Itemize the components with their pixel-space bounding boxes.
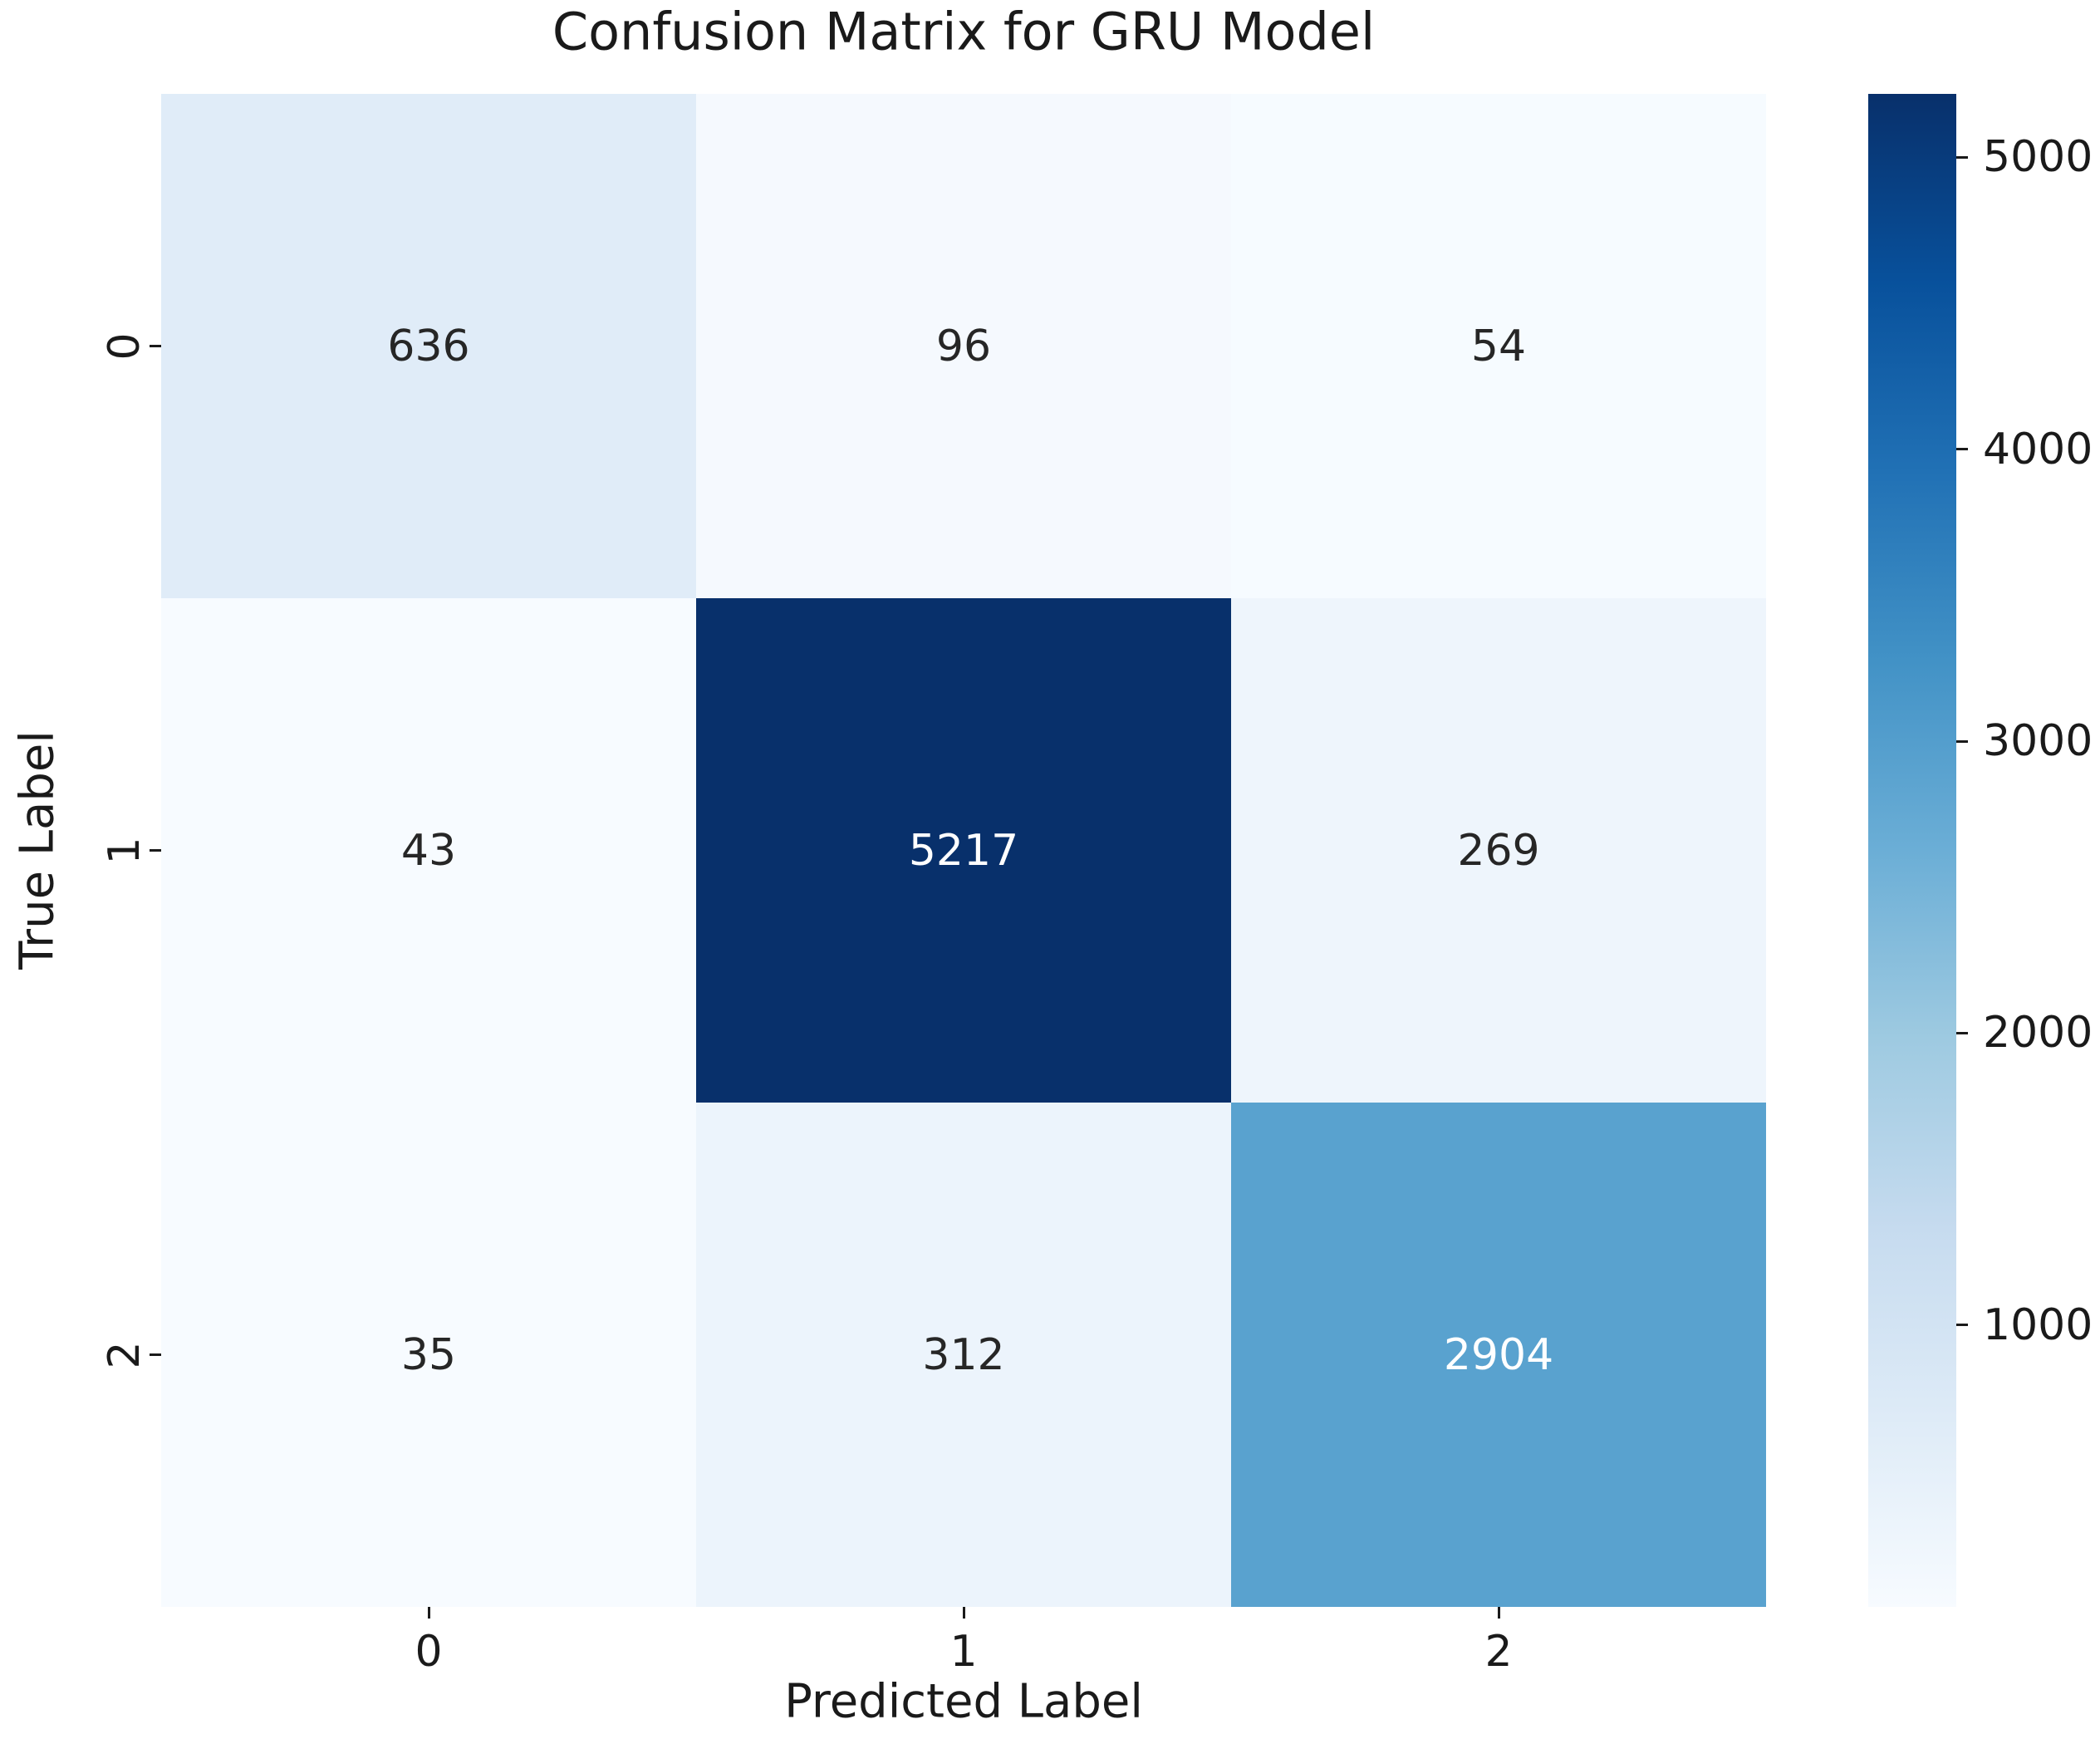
colorbar-tick-label: 1000: [1983, 1299, 2093, 1350]
cell-value: 35: [400, 1329, 457, 1380]
colorbar-tick-mark: [1956, 155, 1968, 159]
x-tick-label: 1: [949, 1627, 978, 1677]
matrix-cell-r2c1: 312: [696, 1103, 1231, 1607]
cell-value: 96: [935, 321, 992, 371]
matrix-cell-r1c2: 269: [1231, 598, 1766, 1103]
y-tick-label: 1: [100, 836, 150, 865]
cell-value: 2904: [1443, 1329, 1554, 1380]
colorbar-tick-label: 4000: [1983, 424, 2093, 474]
x-tick-label: 2: [1484, 1627, 1513, 1677]
matrix-cell-r1c0: 43: [161, 598, 696, 1103]
colorbar-tick-label: 3000: [1983, 716, 2093, 767]
y-tick-mark: [150, 849, 161, 852]
cell-value: 269: [1457, 825, 1540, 876]
x-tick-mark: [1497, 1607, 1500, 1619]
cell-value: 312: [922, 1329, 1005, 1380]
cell-value: 5217: [908, 825, 1019, 876]
colorbar-tick-mark: [1956, 1031, 1968, 1034]
x-tick-mark: [427, 1607, 430, 1619]
y-axis-label: True Label: [10, 730, 65, 970]
matrix-cell-r0c2: 54: [1231, 94, 1766, 598]
colorbar-tick-mark: [1956, 739, 1968, 743]
y-tick-mark: [150, 345, 161, 347]
matrix-cell-r2c2: 2904: [1231, 1103, 1766, 1607]
cell-value: 636: [387, 321, 470, 371]
x-axis-label: Predicted Label: [784, 1674, 1143, 1729]
heatmap-grid: 636 96 54 43 5217 269 35 312 2904: [161, 94, 1766, 1607]
matrix-cell-r0c0: 636: [161, 94, 696, 598]
x-tick-label: 0: [415, 1627, 443, 1677]
colorbar-tick-label: 2000: [1983, 1008, 2093, 1059]
cell-value: 54: [1470, 321, 1527, 371]
matrix-cell-r1c1: 5217: [696, 598, 1231, 1103]
y-tick-label: 2: [100, 1340, 150, 1369]
x-tick-mark: [962, 1607, 965, 1619]
colorbar-tick-mark: [1956, 448, 1968, 451]
chart-title: Confusion Matrix for GRU Model: [552, 1, 1376, 62]
y-tick-label: 0: [100, 332, 150, 361]
cell-value: 43: [400, 825, 457, 876]
y-tick-mark: [150, 1353, 161, 1356]
matrix-cell-r0c1: 96: [696, 94, 1231, 598]
colorbar: [1868, 94, 1956, 1607]
matrix-cell-r2c0: 35: [161, 1103, 696, 1607]
colorbar-tick-label: 5000: [1983, 132, 2093, 183]
colorbar-tick-mark: [1956, 1324, 1968, 1327]
